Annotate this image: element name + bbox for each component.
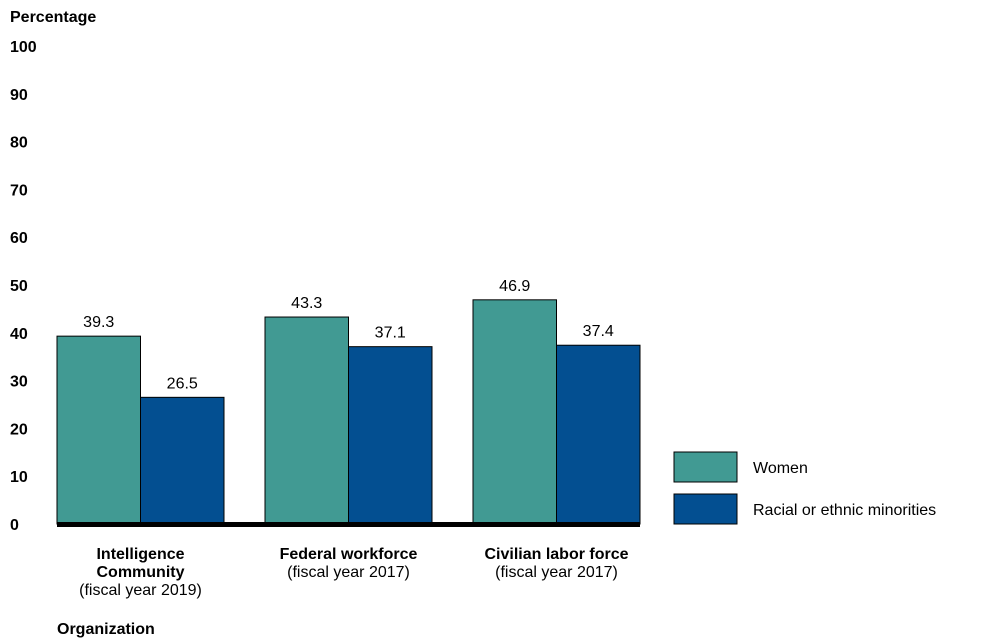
category-sublabel: (fiscal year 2017): [287, 564, 410, 581]
legend-swatch: [673, 493, 738, 525]
bar: [264, 316, 349, 525]
data-label: 37.1: [375, 325, 406, 342]
bars: [56, 299, 641, 525]
y-tick-label: 20: [10, 421, 28, 438]
y-tick-label: 100: [10, 39, 37, 56]
x-axis-baseline: [57, 522, 640, 527]
category-sublabel: (fiscal year 2019): [79, 582, 202, 599]
data-label: 26.5: [167, 375, 198, 392]
y-tick-label: 90: [10, 87, 28, 104]
data-label: 43.3: [291, 295, 322, 312]
category-label: Community: [97, 564, 185, 581]
legend-label: Women: [753, 460, 808, 477]
bar: [140, 396, 225, 525]
y-tick-label: 40: [10, 326, 28, 343]
y-tick-label: 30: [10, 374, 28, 391]
y-tick-label: 50: [10, 278, 28, 295]
y-tick-label: 80: [10, 135, 28, 152]
category-label: Civilian labor force: [484, 546, 628, 563]
bar: [556, 344, 641, 525]
legend-swatch: [673, 451, 738, 483]
legend-label: Racial or ethnic minorities: [753, 502, 936, 519]
bar: [472, 299, 557, 525]
data-label: 46.9: [499, 278, 530, 295]
category-label: Intelligence: [96, 546, 184, 563]
legend: Women Racial or ethnic minorities: [673, 451, 936, 525]
y-axis-label: Percentage: [10, 9, 96, 26]
bar: [348, 346, 433, 525]
data-labels: 39.3 26.5 43.3 37.1 46.9 37.4: [83, 278, 614, 393]
y-tick-label: 60: [10, 230, 28, 247]
y-tick-label: 70: [10, 182, 28, 199]
x-axis-label: Organization: [57, 621, 155, 638]
y-tick-label: 10: [10, 469, 28, 486]
category-sublabel: (fiscal year 2017): [495, 564, 618, 581]
bar: [56, 335, 141, 525]
data-label: 37.4: [583, 323, 614, 340]
y-tick-label: 0: [10, 517, 19, 534]
category-label: Federal workforce: [280, 546, 418, 563]
data-label: 39.3: [83, 314, 114, 331]
y-axis-ticks: 0 10 20 30 40 50 60 70 80 90 100: [10, 39, 37, 534]
